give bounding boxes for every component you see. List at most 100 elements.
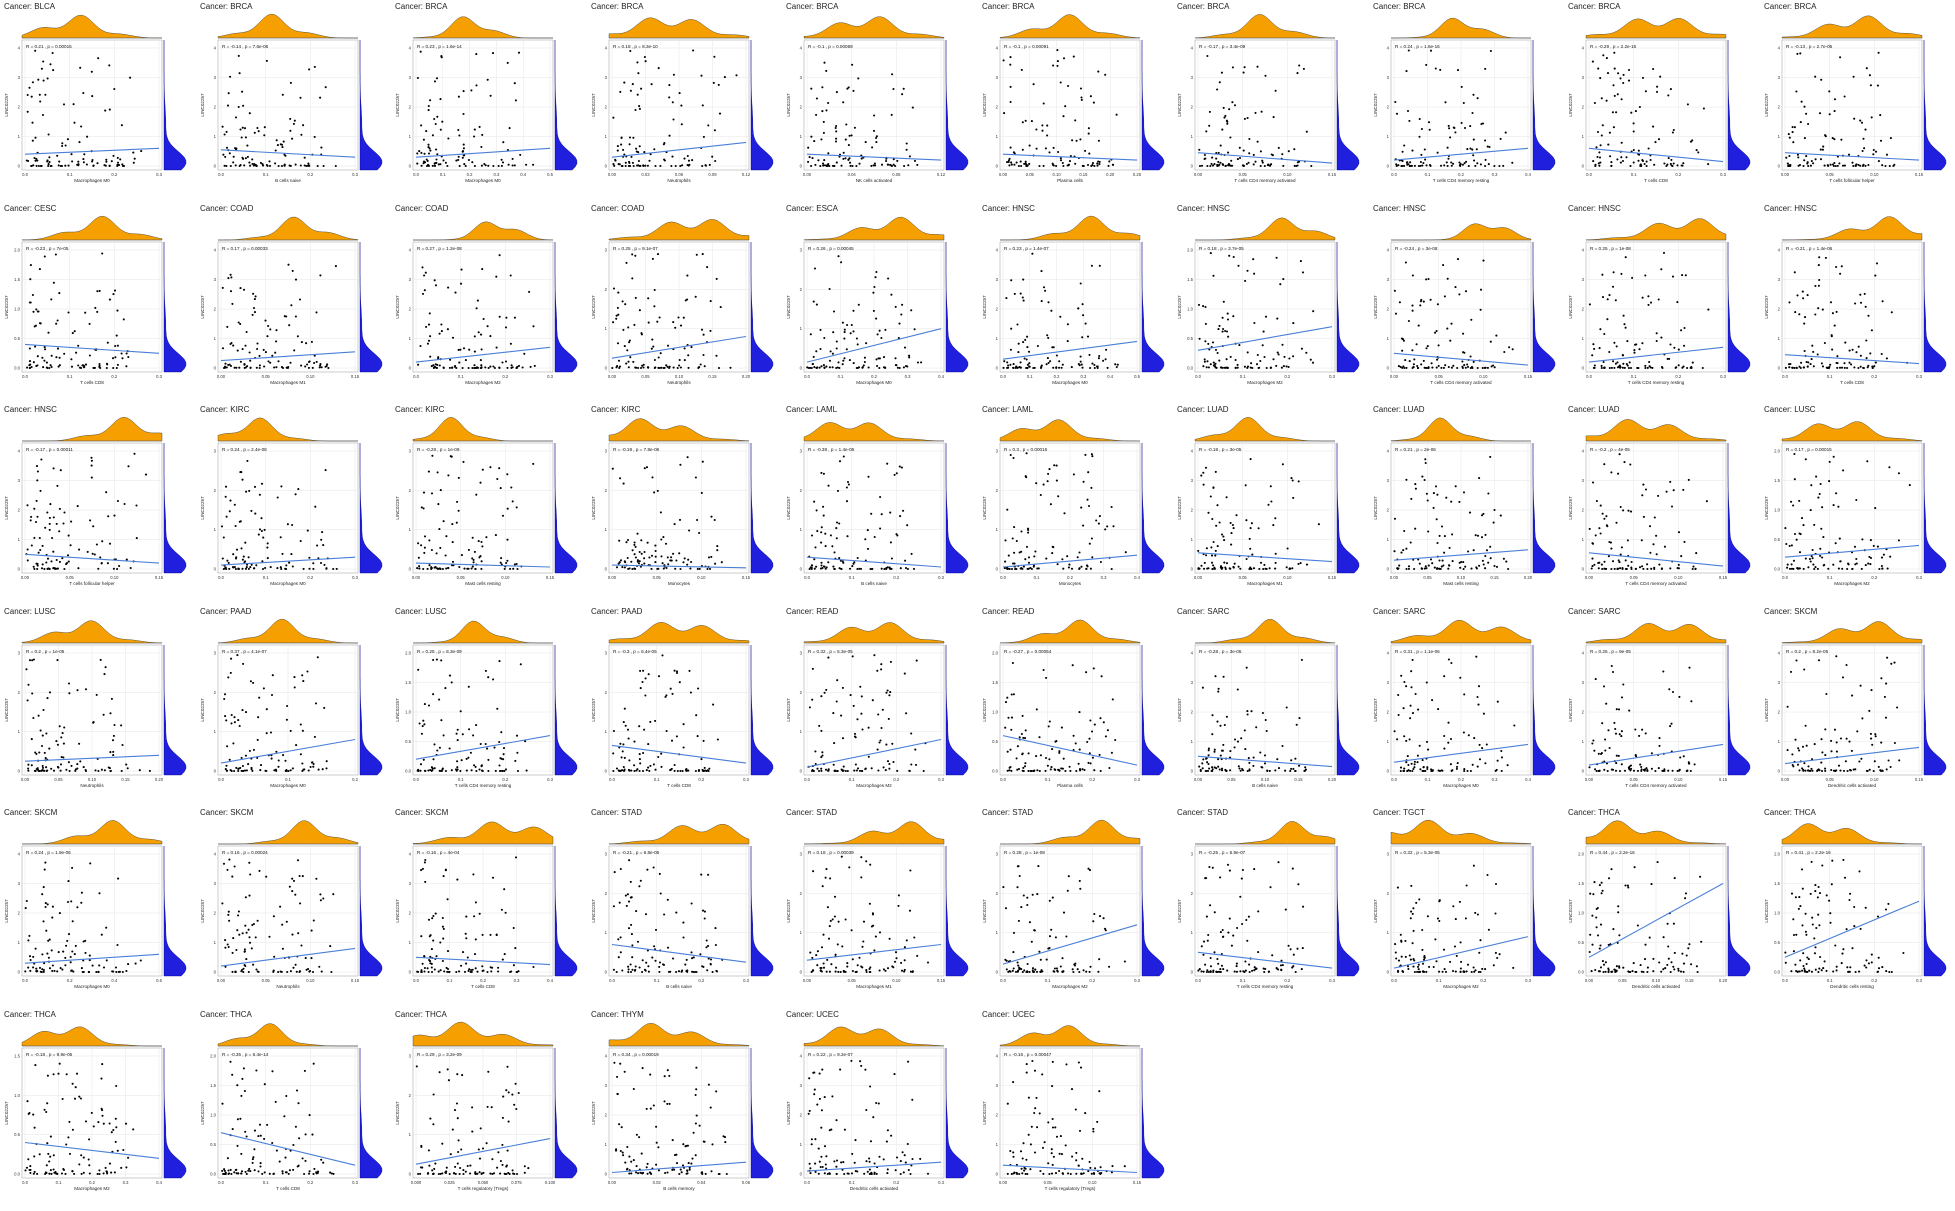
top-density (803, 622, 945, 644)
x-tick-label: 0.10 (697, 575, 706, 580)
data-point (439, 98, 442, 101)
data-point (701, 768, 704, 771)
data-point (1072, 473, 1075, 476)
data-point (110, 160, 113, 163)
data-point (639, 669, 642, 672)
data-point (1023, 357, 1026, 360)
data-point (1889, 137, 1892, 140)
data-point (880, 726, 883, 730)
data-point (50, 767, 53, 770)
data-point (448, 747, 451, 750)
data-point (479, 481, 482, 484)
data-point (1787, 133, 1790, 136)
data-point (233, 366, 236, 369)
data-point (1205, 547, 1208, 550)
data-point (491, 52, 495, 55)
data-point (820, 365, 823, 368)
data-point (674, 164, 677, 168)
data-point (1487, 561, 1490, 564)
y-tick-label: 3 (1387, 478, 1390, 483)
data-point (1300, 347, 1303, 350)
data-point (877, 713, 880, 716)
data-point (832, 331, 835, 334)
data-point (511, 366, 514, 369)
regression-line (1393, 352, 1529, 366)
data-point (845, 500, 849, 503)
data-point (506, 366, 509, 369)
data-point (1104, 73, 1107, 76)
data-point (1445, 496, 1448, 499)
data-point (1803, 322, 1806, 325)
data-point (883, 567, 886, 571)
data-point (471, 161, 474, 164)
data-point (1018, 736, 1021, 739)
data-point (831, 352, 834, 355)
data-point (1795, 538, 1798, 541)
data-point (1828, 460, 1831, 463)
data-point (46, 77, 49, 80)
data-point (246, 459, 249, 462)
y-tick-label: 4 (1582, 449, 1585, 454)
data-point (654, 555, 657, 558)
x-tick-label: 0.0 (804, 374, 810, 379)
data-point (822, 364, 825, 367)
data-point (650, 567, 653, 570)
data-point (1655, 90, 1659, 93)
data-point (439, 546, 442, 549)
data-point (77, 164, 80, 167)
x-tick-label: 0.2 (111, 374, 117, 379)
data-point (638, 769, 641, 773)
data-point (302, 124, 305, 127)
data-point (1056, 49, 1059, 52)
x-tick-label: 0.05 (1435, 374, 1444, 379)
data-point (427, 323, 431, 326)
data-point (467, 756, 470, 759)
data-point (1655, 339, 1658, 343)
data-point (90, 459, 93, 462)
data-point (1600, 364, 1603, 367)
data-point (438, 528, 441, 531)
data-point (230, 657, 233, 660)
data-point (290, 553, 293, 556)
data-point (1807, 164, 1810, 168)
plot-frame (608, 644, 750, 776)
data-point (1042, 668, 1045, 672)
data-point (1007, 366, 1010, 369)
data-point (691, 159, 694, 162)
data-point (687, 354, 690, 357)
data-point (1230, 543, 1233, 546)
data-point (706, 769, 709, 772)
data-point (435, 77, 439, 80)
data-point (889, 660, 892, 663)
x-tick-label: 0.00 (608, 374, 617, 379)
data-point (284, 759, 287, 762)
data-point (1486, 145, 1489, 148)
y-axis-label: LINC02257 (1568, 93, 1573, 117)
top-density (1585, 419, 1727, 442)
data-point (1655, 553, 1658, 556)
data-point (1602, 54, 1605, 57)
data-point (1632, 130, 1635, 133)
data-point (1097, 357, 1100, 360)
data-point (418, 150, 421, 153)
data-point (465, 757, 468, 760)
data-point (1611, 285, 1615, 288)
right-density (1141, 645, 1165, 776)
data-point (1264, 74, 1267, 77)
data-point (1274, 567, 1277, 570)
data-point (1230, 532, 1233, 535)
data-point (1837, 567, 1840, 570)
y-tick-label: 0 (996, 366, 999, 371)
x-axis-label: Macrophages M2 (1834, 581, 1870, 586)
data-point (29, 519, 32, 522)
data-point (1202, 483, 1205, 486)
data-point (1086, 498, 1089, 501)
data-point (475, 493, 478, 496)
data-point (1421, 475, 1424, 478)
data-point (90, 464, 93, 467)
stats-annotation: R = 0.23 , p = 1.4e-07 (1004, 246, 1049, 251)
x-axis-label: Macrophages M2 (465, 380, 501, 385)
data-point (1438, 534, 1441, 537)
data-point (660, 555, 663, 558)
data-point (1253, 321, 1256, 325)
